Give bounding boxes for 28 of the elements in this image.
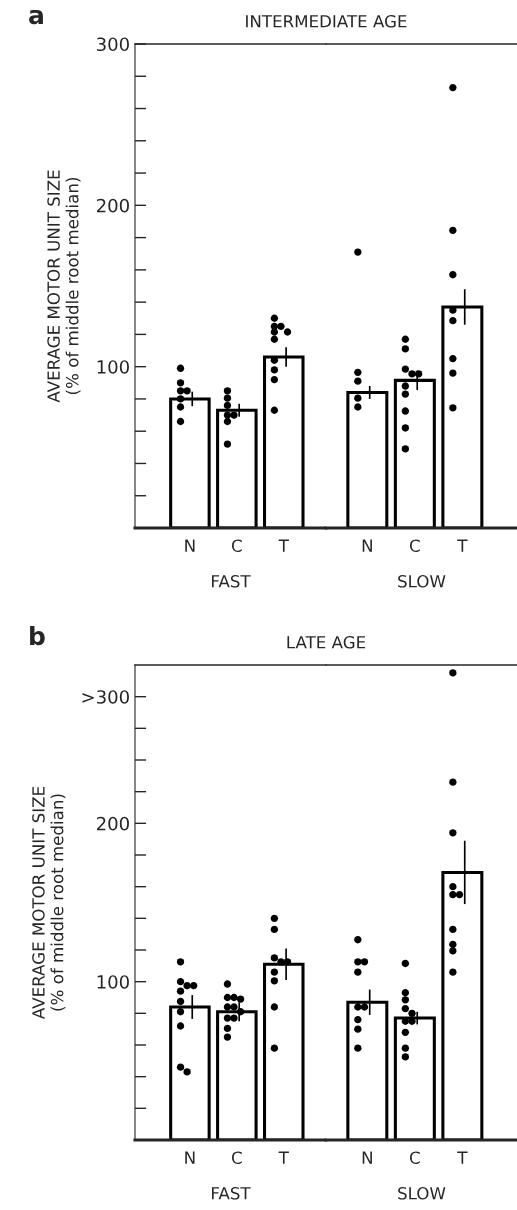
x-tick-label: C xyxy=(409,1151,420,1165)
x-tick-label: N xyxy=(185,539,195,552)
y-tick-label: 100 xyxy=(97,975,129,989)
y-tick-label: 100 xyxy=(97,360,129,374)
y-axis-title: AVERAGE MOTOR UNIT SIZE (% of middle root median) xyxy=(47,170,81,403)
chart-title: LATE AGE xyxy=(287,635,366,649)
x-axis-title: SLOW xyxy=(398,574,446,588)
chart-title: INTERMEDIATE AGE xyxy=(246,14,407,28)
x-tick-label: C xyxy=(231,1151,242,1165)
x-tick-label: N xyxy=(362,1151,372,1164)
x-tick-label: C xyxy=(231,539,242,553)
x-axis-title: SLOW xyxy=(398,1186,446,1200)
x-tick-label: T xyxy=(278,1151,289,1164)
x-axis-title: FAST xyxy=(212,1186,251,1200)
x-tick-label: T xyxy=(457,1151,468,1164)
x-tick-label: N xyxy=(185,1151,195,1164)
x-tick-label: T xyxy=(278,539,289,552)
y-tick-label: >300 xyxy=(82,690,129,704)
y-axis-title: AVERAGE MOTOR UNIT SIZE (% of middle root median) xyxy=(32,786,66,1019)
y-tick-label: 300 xyxy=(97,37,129,52)
y-tick-label: 200 xyxy=(97,816,129,831)
text: b xyxy=(30,625,45,646)
y-tick-label: 200 xyxy=(97,198,129,213)
x-axis-title: FAST xyxy=(212,574,251,588)
x-tick-label: N xyxy=(362,539,372,552)
x-tick-label: T xyxy=(457,539,468,552)
text: a xyxy=(29,9,43,25)
x-tick-label: C xyxy=(409,539,420,553)
